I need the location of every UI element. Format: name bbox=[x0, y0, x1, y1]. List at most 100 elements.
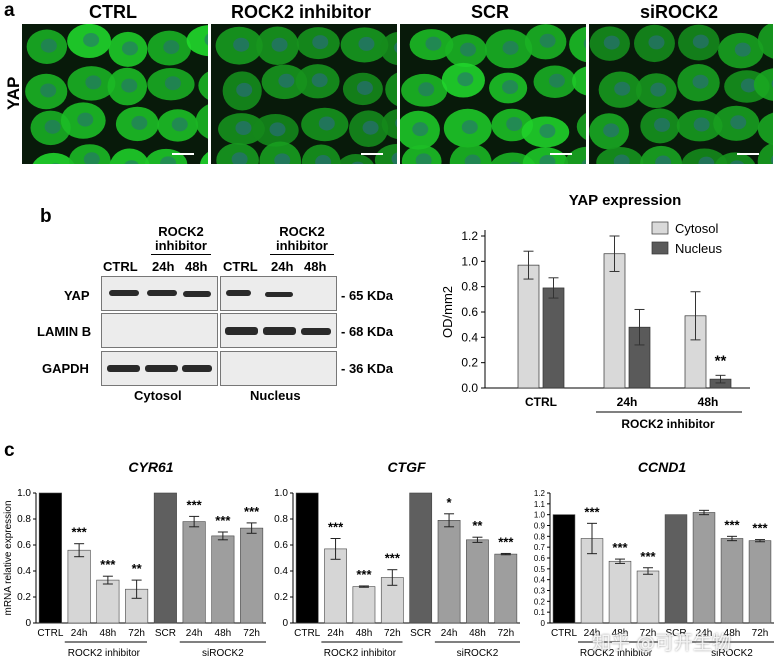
nucleus bbox=[77, 112, 94, 127]
wb-protein-gapdh: GAPDH bbox=[42, 361, 89, 376]
micro-image-scr bbox=[400, 24, 586, 164]
nucleus bbox=[425, 36, 442, 51]
nucleus bbox=[40, 83, 57, 98]
y-tick-label: 0.7 bbox=[534, 543, 546, 552]
y-tick-label: 0.6 bbox=[461, 305, 478, 319]
significance-label: *** bbox=[752, 521, 768, 536]
nucleus bbox=[85, 75, 102, 90]
cell bbox=[449, 143, 492, 164]
significance-label: ** bbox=[132, 561, 143, 576]
cell bbox=[753, 68, 773, 101]
bar bbox=[324, 548, 347, 624]
y-tick-label: 0.0 bbox=[461, 381, 478, 395]
group-label: ROCK2 inhibitor bbox=[324, 648, 397, 659]
nucleus bbox=[457, 72, 474, 87]
nucleus bbox=[163, 40, 180, 55]
cell bbox=[259, 141, 302, 164]
chart-title: CTGF bbox=[387, 459, 426, 475]
wb-lane-48h: 48h bbox=[185, 259, 208, 274]
nucleus bbox=[51, 163, 60, 164]
bar bbox=[352, 586, 376, 624]
group-label: ROCK2 inhibitor bbox=[580, 648, 653, 659]
cell bbox=[576, 113, 586, 140]
nucleus bbox=[539, 33, 556, 48]
micro-title-ctrl: CTRL bbox=[89, 2, 137, 22]
legend-swatch bbox=[651, 241, 669, 255]
wb-header-top: ROCK2 bbox=[279, 224, 325, 239]
y-tick-label: 1.1 bbox=[534, 500, 546, 509]
wb-fraction-nucleus: Nucleus bbox=[250, 388, 301, 403]
y-tick-label: 0.8 bbox=[534, 532, 546, 541]
nucleus bbox=[693, 117, 710, 132]
nucleus bbox=[44, 119, 61, 134]
cell bbox=[569, 26, 586, 63]
cell bbox=[144, 148, 188, 164]
y-tick-label: 0.2 bbox=[534, 597, 546, 606]
y-tick-label: 1.0 bbox=[534, 511, 546, 520]
nucleus bbox=[583, 38, 586, 49]
y-tick-label: 0 bbox=[25, 618, 31, 629]
x-tick-label: 72h bbox=[128, 628, 145, 639]
y-tick-label: 0.6 bbox=[534, 554, 546, 563]
cell bbox=[380, 31, 397, 66]
wb-lane-24h: 24h bbox=[271, 259, 294, 274]
band bbox=[265, 292, 293, 297]
nucleus bbox=[464, 154, 481, 164]
cell bbox=[195, 104, 208, 139]
micro-title-rock2-inhibitor: ROCK2 inhibitor bbox=[231, 2, 371, 22]
y-tick-label: 0.8 bbox=[461, 280, 478, 294]
x-tick-label: 48h bbox=[724, 628, 741, 639]
nucleus bbox=[391, 152, 397, 164]
y-tick-label: 0.9 bbox=[534, 522, 546, 531]
cell bbox=[714, 152, 756, 164]
bar bbox=[466, 539, 489, 624]
y-tick-label: 0.8 bbox=[274, 514, 288, 525]
significance-label: *** bbox=[244, 504, 260, 519]
cell bbox=[109, 148, 150, 164]
cell bbox=[198, 71, 208, 100]
x-tick-label: 24h bbox=[71, 628, 88, 639]
y-tick-label: 0.6 bbox=[274, 540, 288, 551]
nucleus bbox=[692, 34, 709, 49]
wb-header-cytosol: ROCK2 inhibitor bbox=[151, 225, 211, 255]
chart-title: CCND1 bbox=[638, 459, 686, 475]
significance-label: *** bbox=[72, 525, 88, 540]
bar bbox=[692, 512, 716, 624]
bar bbox=[38, 492, 62, 624]
y-tick-label: 0.8 bbox=[17, 514, 31, 525]
nucleus bbox=[539, 123, 556, 138]
nucleus bbox=[311, 73, 328, 88]
wb-header-bottom: inhibitor bbox=[155, 238, 207, 253]
band bbox=[107, 365, 140, 372]
x-tick-label: CTRL bbox=[525, 395, 557, 409]
cell bbox=[640, 145, 683, 164]
wb-protein-yap: YAP bbox=[64, 288, 90, 303]
group-label: ROCK2 inhibitor bbox=[621, 417, 715, 431]
y-axis-label: OD/mm2 bbox=[440, 286, 455, 338]
y-tick-label: 0.4 bbox=[534, 576, 546, 585]
cell bbox=[374, 143, 397, 164]
micro-image-sirock2 bbox=[589, 24, 773, 164]
nucleus bbox=[603, 35, 620, 50]
bar bbox=[542, 287, 565, 389]
y-tick-label: 0.2 bbox=[17, 592, 31, 603]
cell bbox=[186, 25, 208, 57]
significance-label: ** bbox=[715, 352, 727, 369]
y-tick-label: 0.3 bbox=[534, 587, 546, 596]
group-label: siROCK2 bbox=[711, 648, 753, 659]
nucleus bbox=[231, 152, 248, 164]
nucleus bbox=[415, 153, 432, 164]
group-label: siROCK2 bbox=[202, 648, 244, 659]
wb-header-top: ROCK2 bbox=[158, 224, 204, 239]
cell bbox=[301, 144, 341, 164]
band bbox=[147, 290, 177, 296]
band bbox=[109, 290, 139, 296]
bar bbox=[240, 527, 264, 624]
nucleus bbox=[506, 117, 523, 132]
bar bbox=[182, 521, 206, 624]
wb-header-underline bbox=[151, 254, 211, 255]
nucleus bbox=[395, 118, 397, 128]
nucleus bbox=[358, 36, 375, 51]
nucleus bbox=[124, 160, 139, 164]
micro-title-sirock2: siROCK2 bbox=[639, 2, 719, 22]
